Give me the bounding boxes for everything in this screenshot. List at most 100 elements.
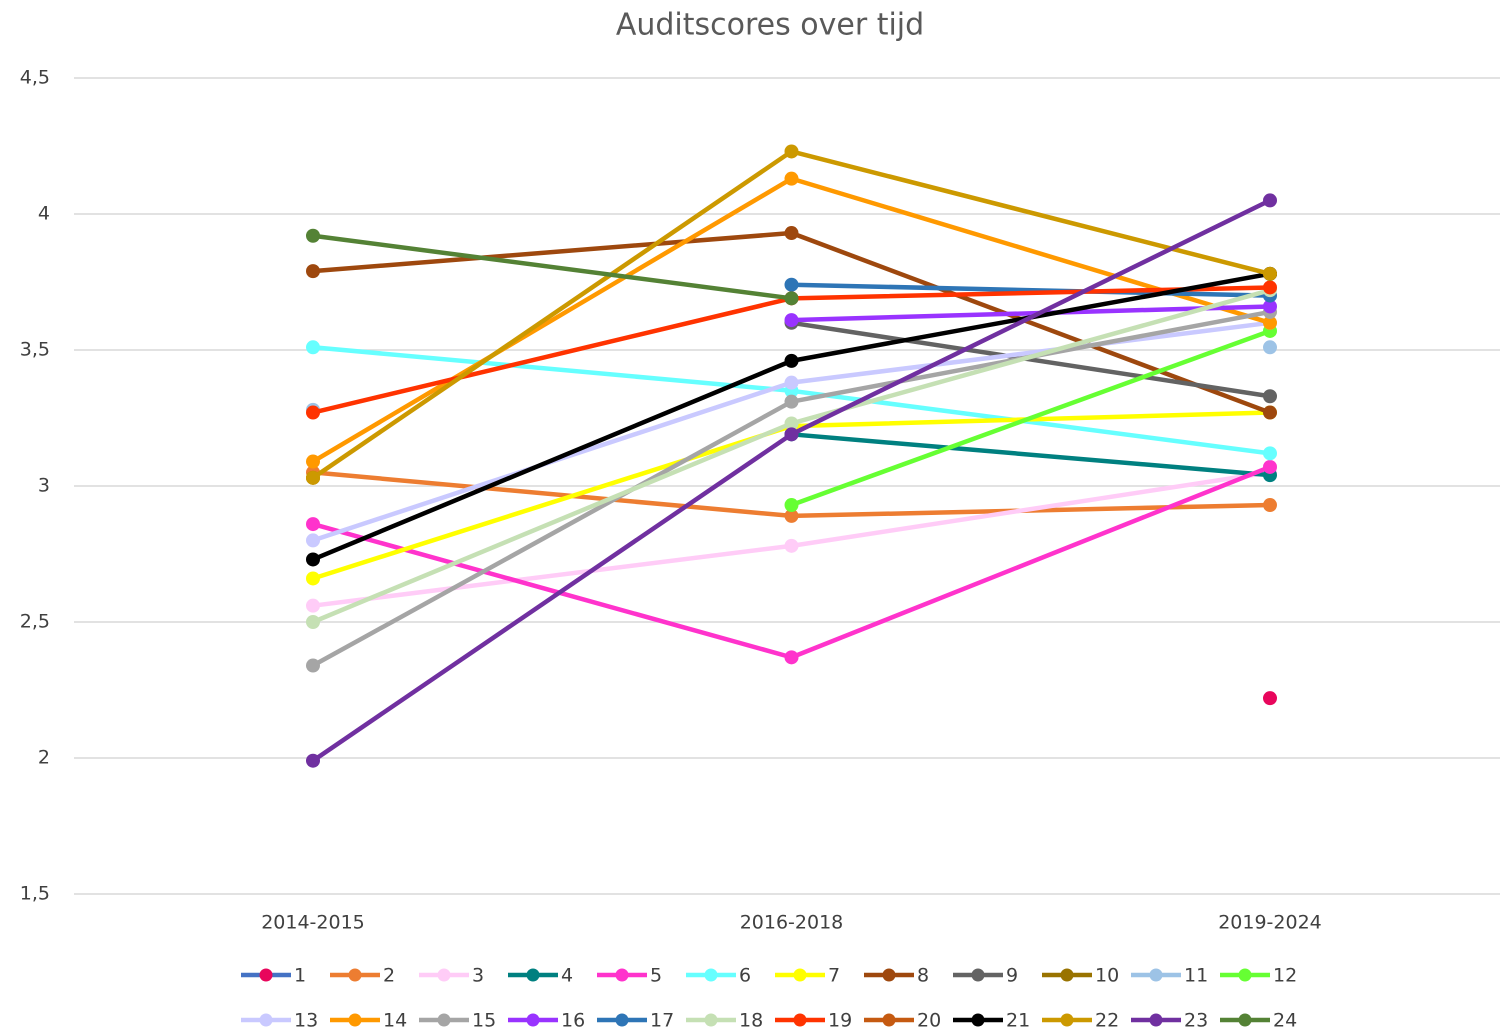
data-point bbox=[784, 508, 799, 523]
legend-marker bbox=[437, 1013, 451, 1027]
legend-marker bbox=[348, 1013, 362, 1027]
legend-marker bbox=[704, 968, 718, 982]
legend-label: 9 bbox=[1006, 965, 1018, 987]
data-point bbox=[784, 277, 799, 292]
data-point bbox=[784, 291, 799, 306]
data-point bbox=[784, 416, 799, 431]
y-tick-label: 3,5 bbox=[20, 339, 50, 361]
data-point bbox=[306, 405, 320, 420]
legend-marker bbox=[971, 1013, 985, 1027]
legend-label: 14 bbox=[383, 1010, 407, 1032]
data-point bbox=[784, 226, 799, 241]
legend-label: 12 bbox=[1273, 965, 1297, 987]
data-point bbox=[1263, 459, 1277, 474]
chart-title: Auditscores over tijd bbox=[616, 8, 924, 43]
data-point bbox=[1263, 266, 1277, 281]
data-point bbox=[306, 264, 320, 279]
legend-label: 16 bbox=[561, 1010, 585, 1032]
legend-marker bbox=[971, 968, 985, 982]
legend-label: 19 bbox=[828, 1010, 852, 1032]
data-point bbox=[1263, 315, 1277, 330]
legend-marker bbox=[259, 968, 273, 982]
legend-label: 7 bbox=[828, 965, 840, 987]
data-point bbox=[784, 313, 799, 328]
legend-label: 23 bbox=[1184, 1010, 1208, 1032]
data-point bbox=[784, 498, 799, 513]
legend-label: 4 bbox=[561, 965, 573, 987]
y-tick-label: 3 bbox=[38, 475, 50, 497]
series-line bbox=[791, 282, 1271, 298]
data-point bbox=[1263, 299, 1277, 314]
data-point bbox=[784, 171, 799, 186]
legend-marker bbox=[793, 968, 807, 982]
legend-label: 2 bbox=[383, 965, 395, 987]
legend-label: 21 bbox=[1006, 1010, 1030, 1032]
legend-marker bbox=[1238, 1013, 1252, 1027]
data-point bbox=[306, 571, 320, 586]
data-point bbox=[784, 394, 799, 409]
data-point bbox=[1263, 446, 1277, 461]
legend-marker bbox=[882, 1013, 896, 1027]
legend-label: 22 bbox=[1095, 1010, 1119, 1032]
data-point bbox=[306, 340, 320, 355]
data-point bbox=[1263, 498, 1277, 513]
data-point bbox=[784, 144, 799, 159]
data-point bbox=[306, 615, 320, 629]
legend-marker bbox=[437, 968, 451, 982]
data-point bbox=[306, 552, 320, 567]
data-point bbox=[306, 228, 320, 243]
data-point bbox=[784, 538, 799, 553]
legend-marker bbox=[259, 1013, 273, 1027]
series-line bbox=[791, 304, 1271, 323]
y-tick-label: 4 bbox=[38, 203, 50, 225]
y-tick-label: 2,5 bbox=[20, 611, 50, 633]
legend-label: 6 bbox=[739, 965, 751, 987]
data-point bbox=[784, 650, 799, 665]
data-point bbox=[1263, 691, 1277, 706]
data-point bbox=[306, 658, 320, 673]
y-tick-label: 4,5 bbox=[20, 67, 50, 89]
data-point bbox=[784, 375, 799, 390]
x-tick-label: 2019-2024 bbox=[1218, 912, 1322, 934]
data-point bbox=[784, 427, 799, 442]
legend-label: 24 bbox=[1273, 1010, 1297, 1032]
legend-label: 1 bbox=[294, 965, 306, 987]
data-point bbox=[306, 517, 320, 532]
legend-marker bbox=[1149, 968, 1163, 982]
data-point bbox=[306, 454, 320, 469]
legend-label: 15 bbox=[472, 1010, 496, 1032]
legend-label: 17 bbox=[650, 1010, 674, 1032]
legend-marker bbox=[1060, 968, 1074, 982]
data-point bbox=[784, 353, 799, 368]
legend-marker bbox=[1149, 1013, 1163, 1027]
data-point bbox=[1263, 389, 1277, 404]
y-tick-label: 2 bbox=[38, 747, 50, 769]
legend-label: 5 bbox=[650, 965, 662, 987]
x-tick-label: 2016-2018 bbox=[740, 912, 844, 934]
legend-label: 18 bbox=[739, 1010, 763, 1032]
legend-label: 3 bbox=[472, 965, 484, 987]
legend-label: 10 bbox=[1095, 965, 1119, 987]
legend-label: 20 bbox=[917, 1010, 941, 1032]
data-point bbox=[1263, 193, 1277, 208]
data-point bbox=[306, 598, 320, 613]
data-point bbox=[306, 533, 320, 548]
data-point bbox=[1263, 340, 1277, 355]
legend-marker bbox=[704, 1013, 718, 1027]
legend-marker bbox=[882, 968, 896, 982]
data-point bbox=[1263, 405, 1277, 420]
data-point bbox=[306, 470, 320, 485]
legend-marker bbox=[526, 968, 540, 982]
legend-marker bbox=[348, 968, 362, 982]
legend-label: 8 bbox=[917, 965, 929, 987]
x-tick-label: 2014-2015 bbox=[261, 912, 365, 934]
series-line bbox=[312, 233, 792, 301]
legend-label: 13 bbox=[294, 1010, 318, 1032]
series-line bbox=[790, 328, 1271, 508]
legend-marker bbox=[1238, 968, 1252, 982]
legend-marker bbox=[1060, 1013, 1074, 1027]
series-line bbox=[791, 432, 1271, 478]
legend-marker bbox=[526, 1013, 540, 1027]
y-tick-label: 1,5 bbox=[20, 883, 50, 905]
